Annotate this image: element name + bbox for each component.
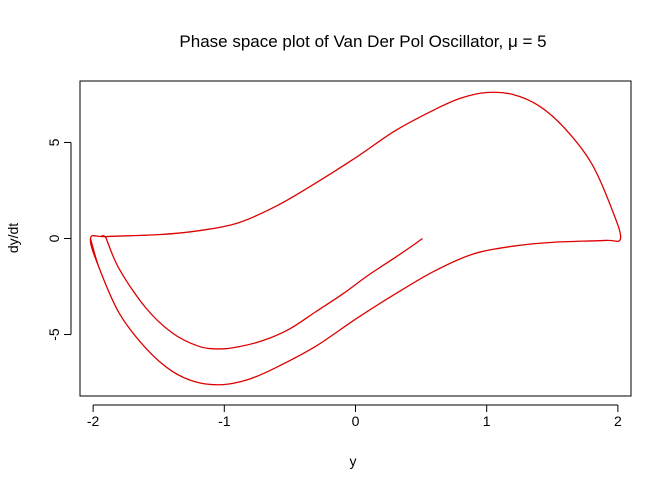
y-tick-label: 5 [46,138,62,146]
x-tick-label: 1 [483,413,491,429]
x-tick-label: 0 [352,413,360,429]
x-axis-label: y [350,453,357,469]
x-tick-label: -1 [218,413,231,429]
x-axis: -2 -1 0 1 2 [87,404,622,429]
y-axis-label: dy/dt [5,223,21,253]
chart-title: Phase space plot of Van Der Pol Oscillat… [179,32,546,51]
plot-area [79,80,632,397]
series-layer [89,91,622,386]
y-axis: -5 0 5 [46,138,72,341]
x-tick-label: -2 [87,413,100,429]
trajectory-line-0 [89,91,622,386]
x-tick-label: 2 [614,413,622,429]
y-tick-label: 0 [46,234,62,242]
y-tick-label: -5 [46,328,62,341]
